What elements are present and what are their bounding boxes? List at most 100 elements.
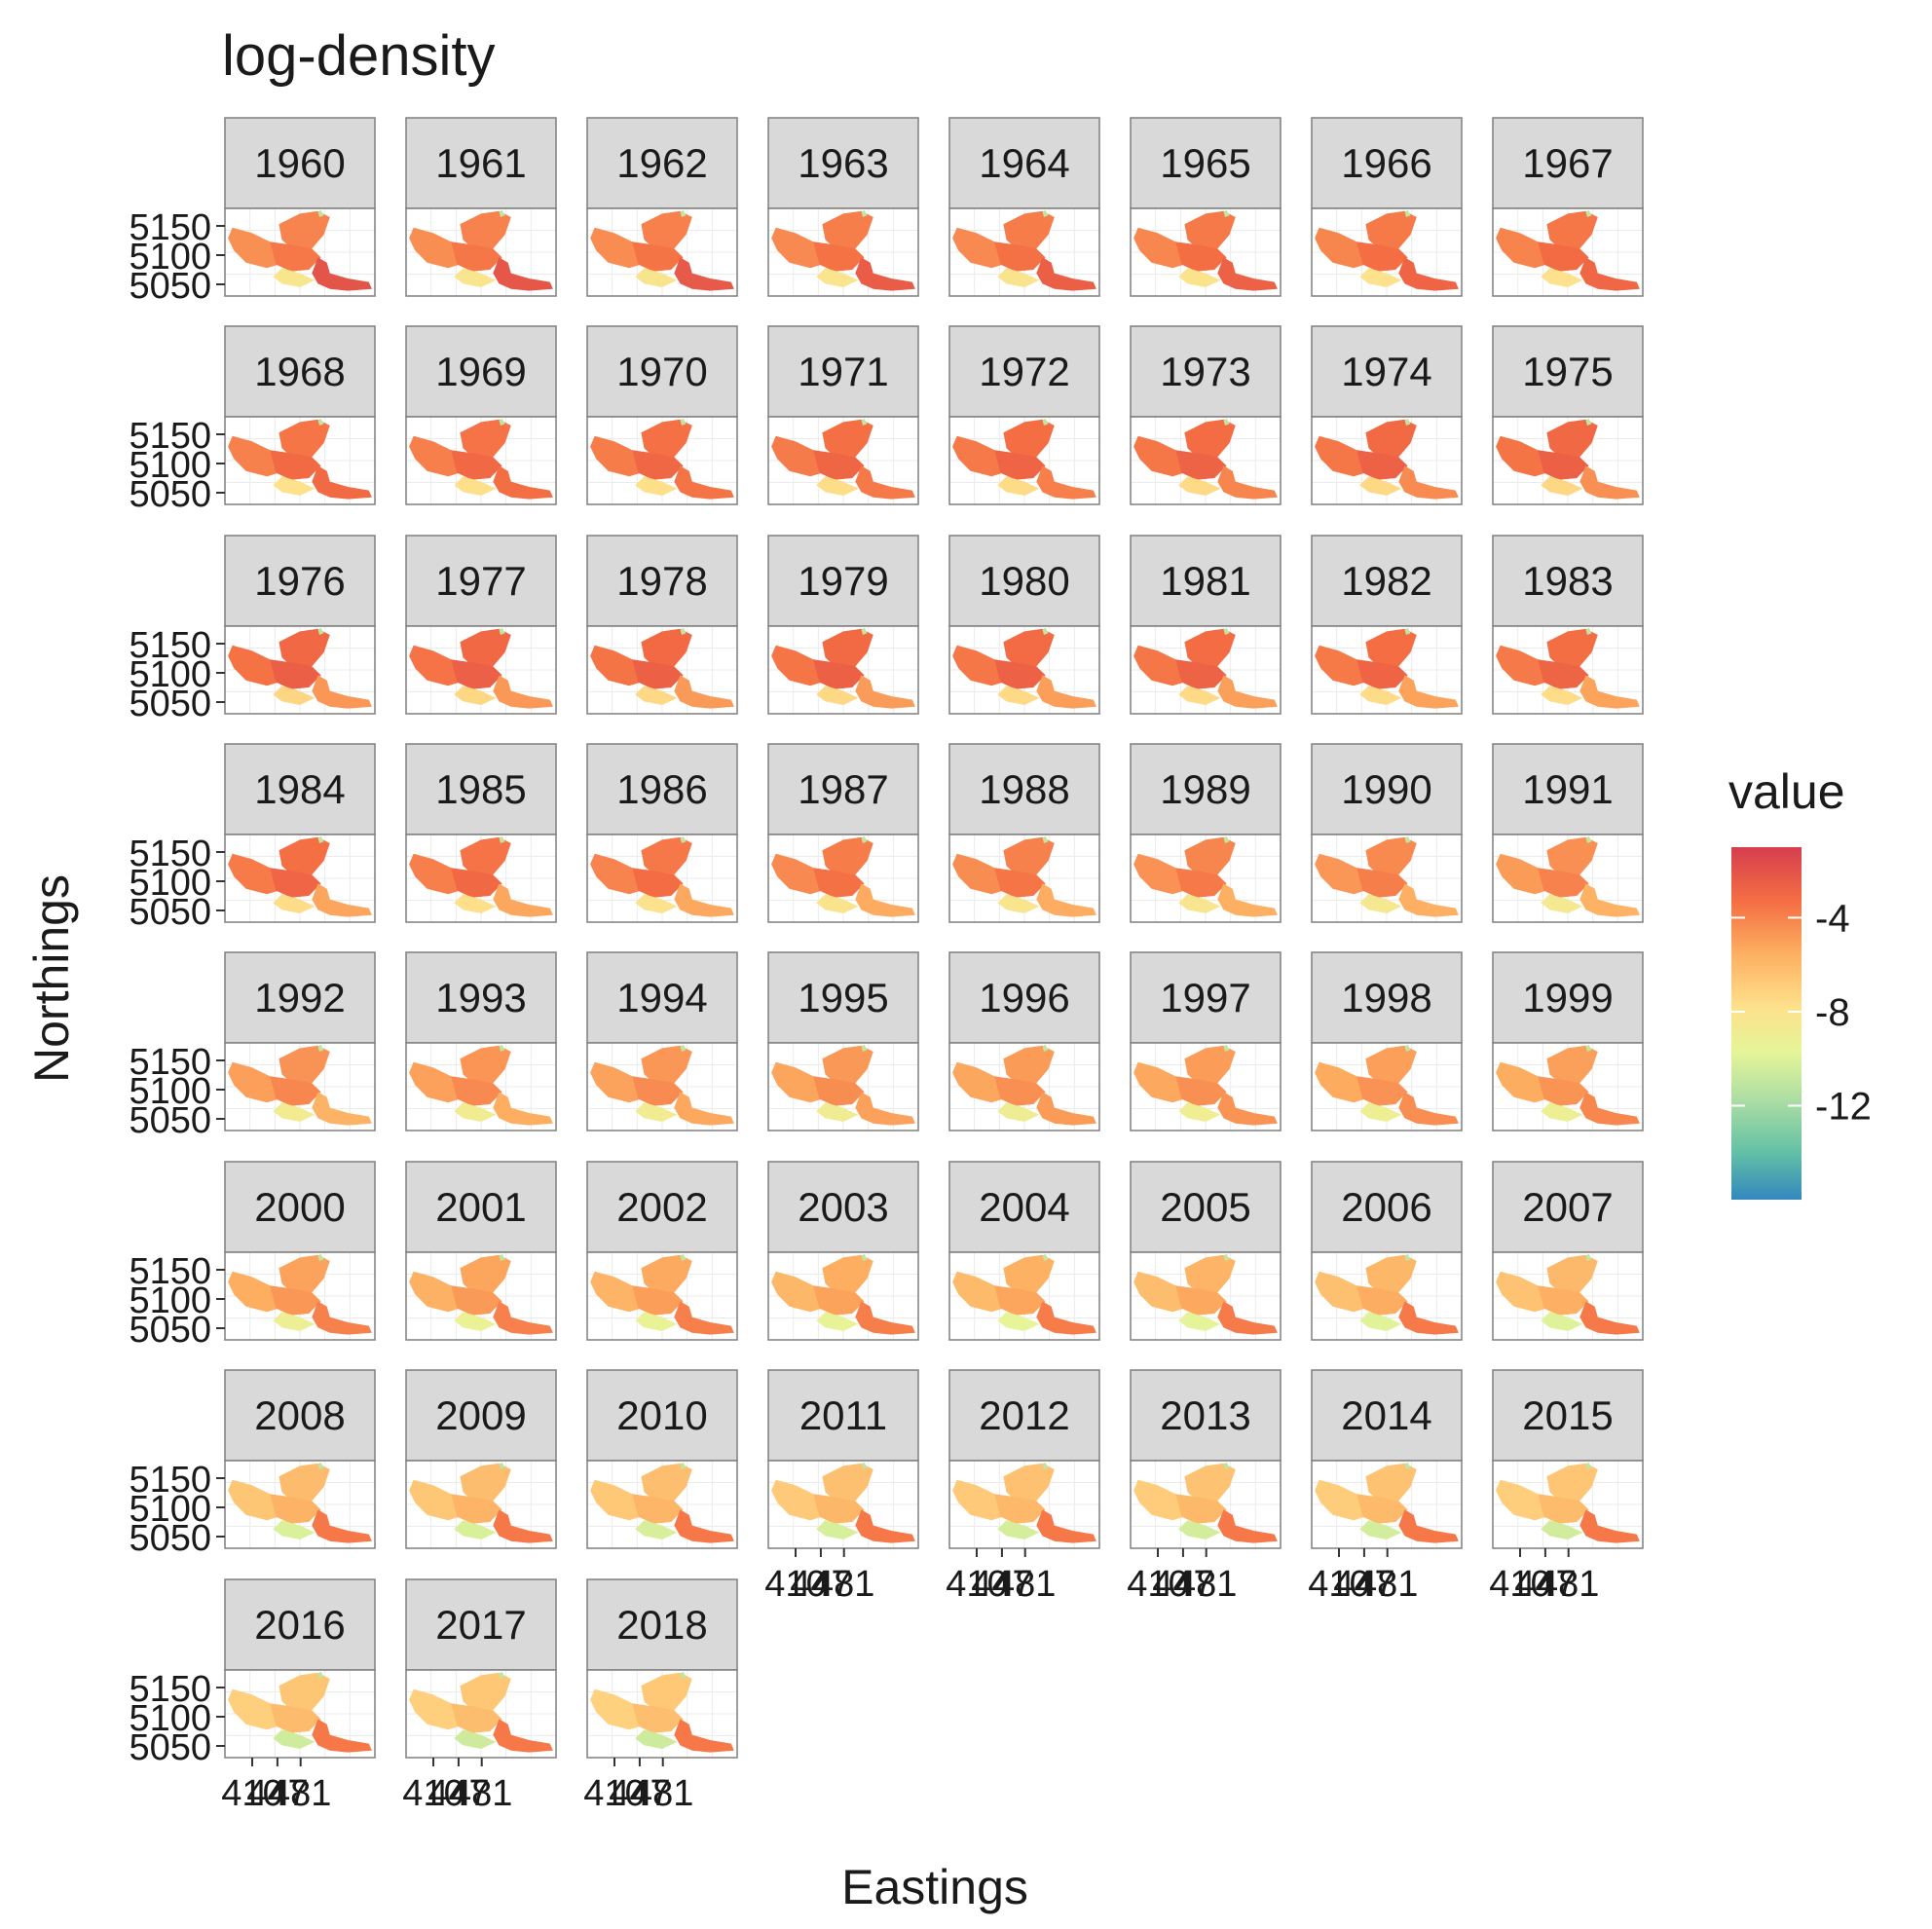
density-region-east [493,1301,553,1335]
density-region-west [590,645,650,686]
y-tick-label: 5100 [129,1071,211,1112]
legend-title: value [1728,764,1845,819]
panel-border [1492,416,1644,505]
panel-border [586,1042,738,1131]
density-region-east [674,257,734,291]
density-region-center [1175,1076,1227,1106]
density-region-east [312,1092,372,1126]
x-tick-label: 447 [609,1773,670,1814]
density-region-east [493,257,553,291]
legend-colorbar [1731,847,1802,1200]
density-region-north [1546,210,1598,251]
density-region-west [590,1479,650,1521]
density-region-west [1133,645,1194,686]
density-region-east [674,1092,734,1126]
facet-1975: 1975 [1492,325,1644,505]
density-region-north [641,628,692,669]
density-region-spots [680,627,687,635]
facet-label: 1991 [1522,766,1613,812]
density-region-east [674,1301,734,1335]
panel-border [1130,207,1282,297]
density-region-north [1184,836,1236,877]
density-region-center [632,450,684,480]
y-tick-label: 5050 [129,1310,211,1351]
density-region-south [635,268,678,287]
density-region-north [460,1045,511,1086]
density-region-center [270,1285,321,1316]
density-region-south [997,1520,1040,1539]
density-region-south [1541,476,1583,496]
facet-1983: 1983 [1492,535,1644,715]
x-tick-label: 410 [402,1773,464,1814]
facet-strip [948,951,1100,1044]
facet-label: 1995 [798,975,888,1020]
panel-border [586,625,738,715]
facet-strip [224,117,376,209]
facet-1987: 1987 [767,743,919,923]
density-region-east [674,1719,734,1753]
facet-1963: 1963 [767,117,919,297]
x-tick-label: 447 [790,1564,851,1605]
facet-2006: 2006 [1311,1161,1463,1341]
density-region-east [1217,1092,1278,1126]
facet-label: 1997 [1160,975,1250,1020]
density-region-south [273,268,316,287]
density-region-north [460,1672,511,1713]
density-region-west [771,435,832,477]
density-region-south [1359,894,1402,913]
facet-strip [948,535,1100,627]
density-region-north [1003,419,1055,460]
density-region-west [771,227,832,269]
facet-label: 2001 [435,1184,526,1230]
facet-strip [1311,951,1463,1044]
density-region-spots [1404,209,1411,217]
facet-1967: 1967 [1492,117,1644,297]
density-region-spots [680,835,687,843]
density-region-south [273,1520,316,1539]
panel-border [405,207,557,297]
density-region-west [1133,1061,1194,1103]
facet-strip [948,1161,1100,1253]
facet-1970: 1970 [586,325,738,505]
facet-strip [1130,1369,1282,1462]
facet-strip [1311,1161,1463,1253]
x-tick-label: 447 [246,1773,308,1814]
panel-border [767,834,919,923]
facet-strip [586,1578,738,1671]
density-region-south [1178,476,1221,496]
density-region-south [1178,1312,1221,1331]
density-region-south [816,476,859,496]
facet-label: 1988 [979,766,1069,812]
panel-border [224,416,376,505]
density-region-center [632,659,684,689]
facet-1982: 1982 [1311,535,1463,715]
facet-label: 1966 [1341,140,1431,186]
density-region-east [855,1301,915,1335]
panel-border [586,1251,738,1341]
density-region-spots [499,627,505,635]
facet-2003: 2003 [767,1161,919,1341]
density-region-east [1036,257,1096,291]
density-region-north [641,836,692,877]
facet-strip [1130,535,1282,627]
density-region-north [1365,1463,1417,1503]
density-region-spots [1585,209,1592,217]
density-region-north [641,1463,692,1503]
density-region-center [1538,450,1589,480]
density-region-south [1359,476,1402,496]
density-region-east [1579,257,1640,291]
density-region-west [1133,435,1194,477]
density-region-south [1541,894,1583,913]
facet-strip [948,117,1100,209]
legend: value -4 -8 -12 [1728,764,1872,1200]
panel-border [405,1460,557,1549]
density-region-north [279,419,330,460]
density-region-spots [499,1462,505,1469]
facet-strip [586,951,738,1044]
facet-label: 2004 [979,1184,1069,1230]
x-tick-label: 481 [1356,1564,1418,1605]
facet-label: 1969 [435,349,526,394]
density-region-center [632,241,684,272]
